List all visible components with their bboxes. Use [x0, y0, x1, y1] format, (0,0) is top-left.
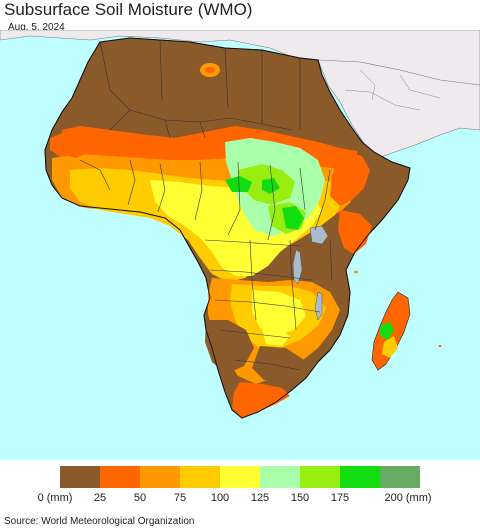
legend-swatch-4 — [220, 466, 260, 488]
green-core-1 — [225, 176, 252, 192]
legend-swatch-8 — [380, 466, 420, 488]
southern-dry-band — [252, 346, 304, 382]
africa-soil-moisture-map — [0, 30, 480, 460]
legend-label-4: 100 — [210, 492, 230, 504]
lake-victoria — [309, 225, 329, 245]
legend-swatch-5 — [260, 466, 300, 488]
legend-label-8: 200 (mm) — [384, 492, 432, 504]
legend-label-6: 150 — [290, 492, 310, 504]
africa-coastline — [44, 37, 411, 419]
legend-swatch-6 — [300, 466, 340, 488]
color-legend — [60, 466, 420, 488]
legend-swatch-7 — [340, 466, 380, 488]
legend-label-3: 75 — [173, 492, 187, 504]
sahara-orange-spot-inner — [205, 67, 215, 73]
legend-swatch-2 — [140, 466, 180, 488]
legend-label-7: 175 — [330, 492, 350, 504]
lake-malawi — [314, 291, 323, 321]
east-orange-strip — [338, 210, 372, 254]
horn-orange — [330, 150, 370, 206]
map-date: Aug. 5, 2024 — [8, 22, 65, 33]
source-credit: Source: World Meteorological Organizatio… — [4, 516, 195, 527]
legend-label-0: 0 (mm) — [37, 492, 73, 504]
legend-label-5: 125 — [250, 492, 270, 504]
legend-swatch-3 — [180, 466, 220, 488]
green-core-2 — [282, 206, 304, 230]
green-core-3 — [262, 178, 280, 194]
middle-east-border — [344, 69, 441, 111]
west-coast-orange — [60, 126, 92, 158]
south-yellow-spots — [262, 328, 290, 346]
arabian-peninsula — [317, 59, 480, 159]
southern-yellow — [252, 290, 306, 336]
madagascar-yellow — [382, 336, 398, 358]
south-orange-tip — [232, 382, 290, 418]
comoros-island — [354, 270, 358, 274]
mauritius-island — [438, 345, 442, 347]
madagascar-green — [380, 322, 394, 340]
legend-label-1: 25 — [93, 492, 107, 504]
legend-label-2: 50 — [133, 492, 147, 504]
lake-tanganyika — [292, 249, 303, 285]
legend-swatch-1 — [100, 466, 140, 488]
map-title: Subsurface Soil Moisture (WMO) — [4, 0, 253, 19]
legend-swatch-0 — [60, 466, 100, 488]
country-borders — [79, 39, 333, 371]
legend-labels: 0 (mm) 25 50 75 100 125 150 175 200 (mm) — [0, 492, 480, 506]
